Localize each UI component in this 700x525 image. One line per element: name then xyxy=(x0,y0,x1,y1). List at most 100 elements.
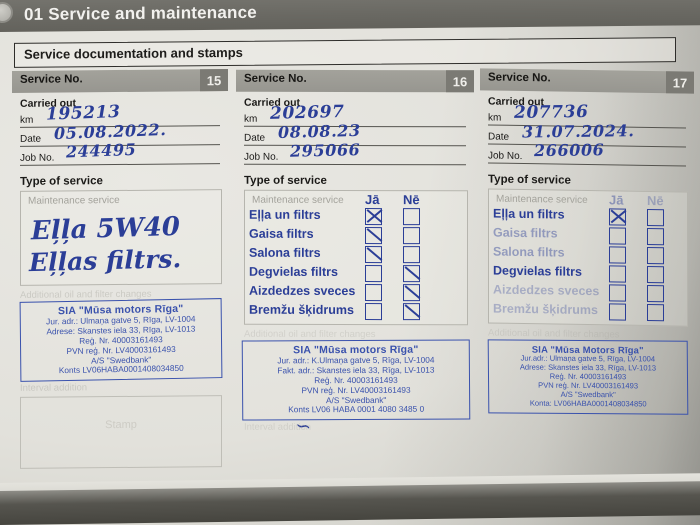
job-no-rule xyxy=(488,162,686,167)
checklist-label: Eļļa un filtrs xyxy=(249,207,321,222)
column-header-yes: Jā xyxy=(365,192,380,208)
job-no-field-row[interactable]: Job No. 244495 xyxy=(20,140,222,167)
empty-stamp-box: Stamp xyxy=(20,395,222,469)
job-no-label: Job No. xyxy=(244,151,279,163)
checklist-label: Eļļa un filtrs xyxy=(493,206,565,222)
service-no-label: Service No. xyxy=(488,71,551,85)
checkbox-yes[interactable] xyxy=(609,227,626,245)
maintenance-service-box: Maintenance service Eļļa 5W40 Eļļas filt… xyxy=(20,189,222,286)
maintenance-service-label: Maintenance service xyxy=(252,194,344,206)
km-value: 207736 xyxy=(513,101,589,123)
km-label: km xyxy=(20,114,34,126)
service-entry-16: Service No. 16 Carried out km 202697 Dat… xyxy=(236,69,474,438)
checklist-row: Degvielas filtrs xyxy=(245,263,467,283)
interval-addition-label: Interval addition xyxy=(20,382,88,394)
checklist-label: Degvielas filtrs xyxy=(493,263,582,279)
checklist-row: Eļļa un filtrs xyxy=(245,206,467,226)
job-no-value: 266006 xyxy=(533,140,605,161)
date-value: 31.07.2024. xyxy=(521,121,635,142)
checkbox-no[interactable] xyxy=(403,208,420,226)
checklist-label: Degvielas filtrs xyxy=(249,264,338,279)
date-label: Date xyxy=(244,132,266,144)
job-no-rule xyxy=(244,163,466,166)
checkbox-no[interactable] xyxy=(647,208,664,227)
checklist-row: Bremžu šķidrums xyxy=(245,301,467,321)
chapter-title: 01 Service and maintenance xyxy=(24,2,257,25)
interval-addition-label: Interval addition xyxy=(244,421,312,433)
checkbox-no[interactable] xyxy=(647,227,664,246)
type-of-service-label: Type of service xyxy=(488,173,571,187)
checklist-label: Gaisa filtrs xyxy=(493,225,558,241)
job-no-field-row[interactable]: Job No. 295066 xyxy=(244,140,468,167)
checklist-row: Gaisa filtrs xyxy=(245,225,467,245)
km-label: km xyxy=(488,112,502,124)
checkbox-yes[interactable] xyxy=(365,246,382,264)
dealer-stamp: SIA "Mūsa motors Rīga" Jur. adr.: K.Ulma… xyxy=(241,339,471,438)
checkbox-no[interactable] xyxy=(403,265,420,283)
section-title: Service documentation and stamps xyxy=(24,44,243,62)
checklist-label: Gaisa filtrs xyxy=(249,226,314,241)
date-label: Date xyxy=(20,133,42,145)
service-number-badge: 15 xyxy=(200,69,228,92)
job-no-value: 295066 xyxy=(289,140,361,161)
checkbox-yes[interactable] xyxy=(365,303,382,321)
checklist-label: Salona filtrs xyxy=(249,245,321,260)
checkbox-yes[interactable] xyxy=(609,265,626,283)
date-value: 05.08.2022. xyxy=(53,120,167,144)
checklist-label: Bremžu šķidrums xyxy=(249,302,354,317)
km-label: km xyxy=(244,113,258,125)
service-no-label: Service No. xyxy=(20,73,83,86)
checklist-row: Bremžu šķidrums xyxy=(489,299,687,322)
stamp-line-6: Konts LV06 HABA 0001 4080 3485 0 xyxy=(288,403,425,415)
checkbox-yes[interactable] xyxy=(609,208,626,226)
date-value: 08.08.23 xyxy=(277,120,361,142)
column-header-no: Nē xyxy=(647,192,664,209)
checklist-label: Aizdedzes sveces xyxy=(249,283,356,299)
stamp-line-6: Konta: LV06HABA0001408034850 xyxy=(529,398,647,409)
type-of-service-label: Type of service xyxy=(244,174,327,187)
checkbox-yes[interactable] xyxy=(365,208,382,226)
service-entry-15: Service No. 15 Carried out km 195213 Dat… xyxy=(12,69,228,469)
maintenance-service-box: Maintenance service Jā Nē Eļļa un filtrs… xyxy=(488,188,688,327)
checkbox-yes[interactable] xyxy=(365,227,382,245)
checkbox-no[interactable] xyxy=(403,303,420,321)
checklist-label: Bremžu šķidrums xyxy=(493,301,598,318)
checkbox-no[interactable] xyxy=(647,246,664,265)
checkbox-yes[interactable] xyxy=(609,284,626,302)
checkbox-no[interactable] xyxy=(403,284,420,302)
binding-ring-hole xyxy=(0,2,13,23)
handwritten-line-1: Eļļa 5W40 xyxy=(30,211,181,247)
checkbox-no[interactable] xyxy=(647,303,664,322)
stamp-placeholder-label: Stamp xyxy=(105,418,137,432)
column-header-no: Nē xyxy=(403,192,420,208)
service-entry-17: Service No. 17 Carried out km 207736 Dat… xyxy=(480,68,694,415)
service-checklist: Jā Nē Eļļa un filtrs Gaisa filtrs Salona… xyxy=(489,192,687,325)
service-no-band: Service No. 17 xyxy=(480,68,694,94)
service-checklist: Jā Nē Eļļa un filtrs Gaisa filtrs Salona… xyxy=(245,192,467,325)
checkbox-yes[interactable] xyxy=(365,284,382,302)
job-no-field-row[interactable]: Job No. 266006 xyxy=(488,140,688,167)
type-of-service-label: Type of service xyxy=(20,175,103,188)
handwritten-line-2: Eļļas filtrs. xyxy=(28,244,182,278)
checkbox-yes[interactable] xyxy=(365,265,382,283)
job-no-label: Job No. xyxy=(20,152,55,164)
job-no-value: 244495 xyxy=(65,139,137,162)
checklist-row: Salona filtrs xyxy=(245,244,467,264)
checkbox-yes[interactable] xyxy=(609,303,626,321)
job-no-label: Job No. xyxy=(488,150,523,162)
checkbox-no[interactable] xyxy=(403,227,420,245)
checklist-row: Aizdedzes sveces xyxy=(245,282,467,302)
service-number-badge: 17 xyxy=(666,71,694,94)
checkbox-yes[interactable] xyxy=(609,246,626,264)
handwritten-service-notes: Eļļa 5W40 Eļļas filtrs. xyxy=(21,205,221,285)
additional-changes-label: Additional oil and filter changes xyxy=(244,328,376,341)
checkbox-no[interactable] xyxy=(647,265,664,284)
date-label: Date xyxy=(488,131,510,143)
service-no-band: Service No. 16 xyxy=(236,69,474,93)
dealer-stamp: SIA "Mūsa motors Rīga" Jur. adr.: Ulmaņa… xyxy=(19,298,223,382)
checkbox-no[interactable] xyxy=(647,284,664,303)
service-number-badge: 16 xyxy=(446,70,474,93)
checkbox-no[interactable] xyxy=(403,246,420,264)
maintenance-service-box: Maintenance service Jā Nē Eļļa un filtrs… xyxy=(244,189,468,326)
